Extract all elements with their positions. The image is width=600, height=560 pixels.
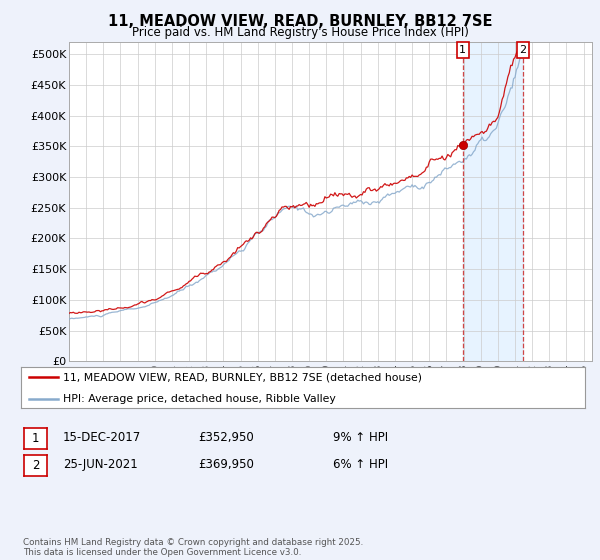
Text: 15-DEC-2017: 15-DEC-2017 xyxy=(63,431,141,445)
Text: 2: 2 xyxy=(520,45,526,55)
Text: HPI: Average price, detached house, Ribble Valley: HPI: Average price, detached house, Ribb… xyxy=(64,394,336,404)
Text: 11, MEADOW VIEW, READ, BURNLEY, BB12 7SE (detached house): 11, MEADOW VIEW, READ, BURNLEY, BB12 7SE… xyxy=(64,372,422,382)
Text: 9% ↑ HPI: 9% ↑ HPI xyxy=(333,431,388,445)
Text: Contains HM Land Registry data © Crown copyright and database right 2025.
This d: Contains HM Land Registry data © Crown c… xyxy=(23,538,363,557)
Text: Price paid vs. HM Land Registry's House Price Index (HPI): Price paid vs. HM Land Registry's House … xyxy=(131,26,469,39)
Text: 1: 1 xyxy=(460,45,466,55)
Bar xyxy=(463,42,523,361)
Text: 25-JUN-2021: 25-JUN-2021 xyxy=(63,458,138,472)
Text: 11, MEADOW VIEW, READ, BURNLEY, BB12 7SE: 11, MEADOW VIEW, READ, BURNLEY, BB12 7SE xyxy=(108,14,492,29)
Text: £369,950: £369,950 xyxy=(198,458,254,472)
Text: £352,950: £352,950 xyxy=(198,431,254,445)
Text: 2: 2 xyxy=(32,459,39,472)
Text: 1: 1 xyxy=(32,432,39,445)
Text: 6% ↑ HPI: 6% ↑ HPI xyxy=(333,458,388,472)
